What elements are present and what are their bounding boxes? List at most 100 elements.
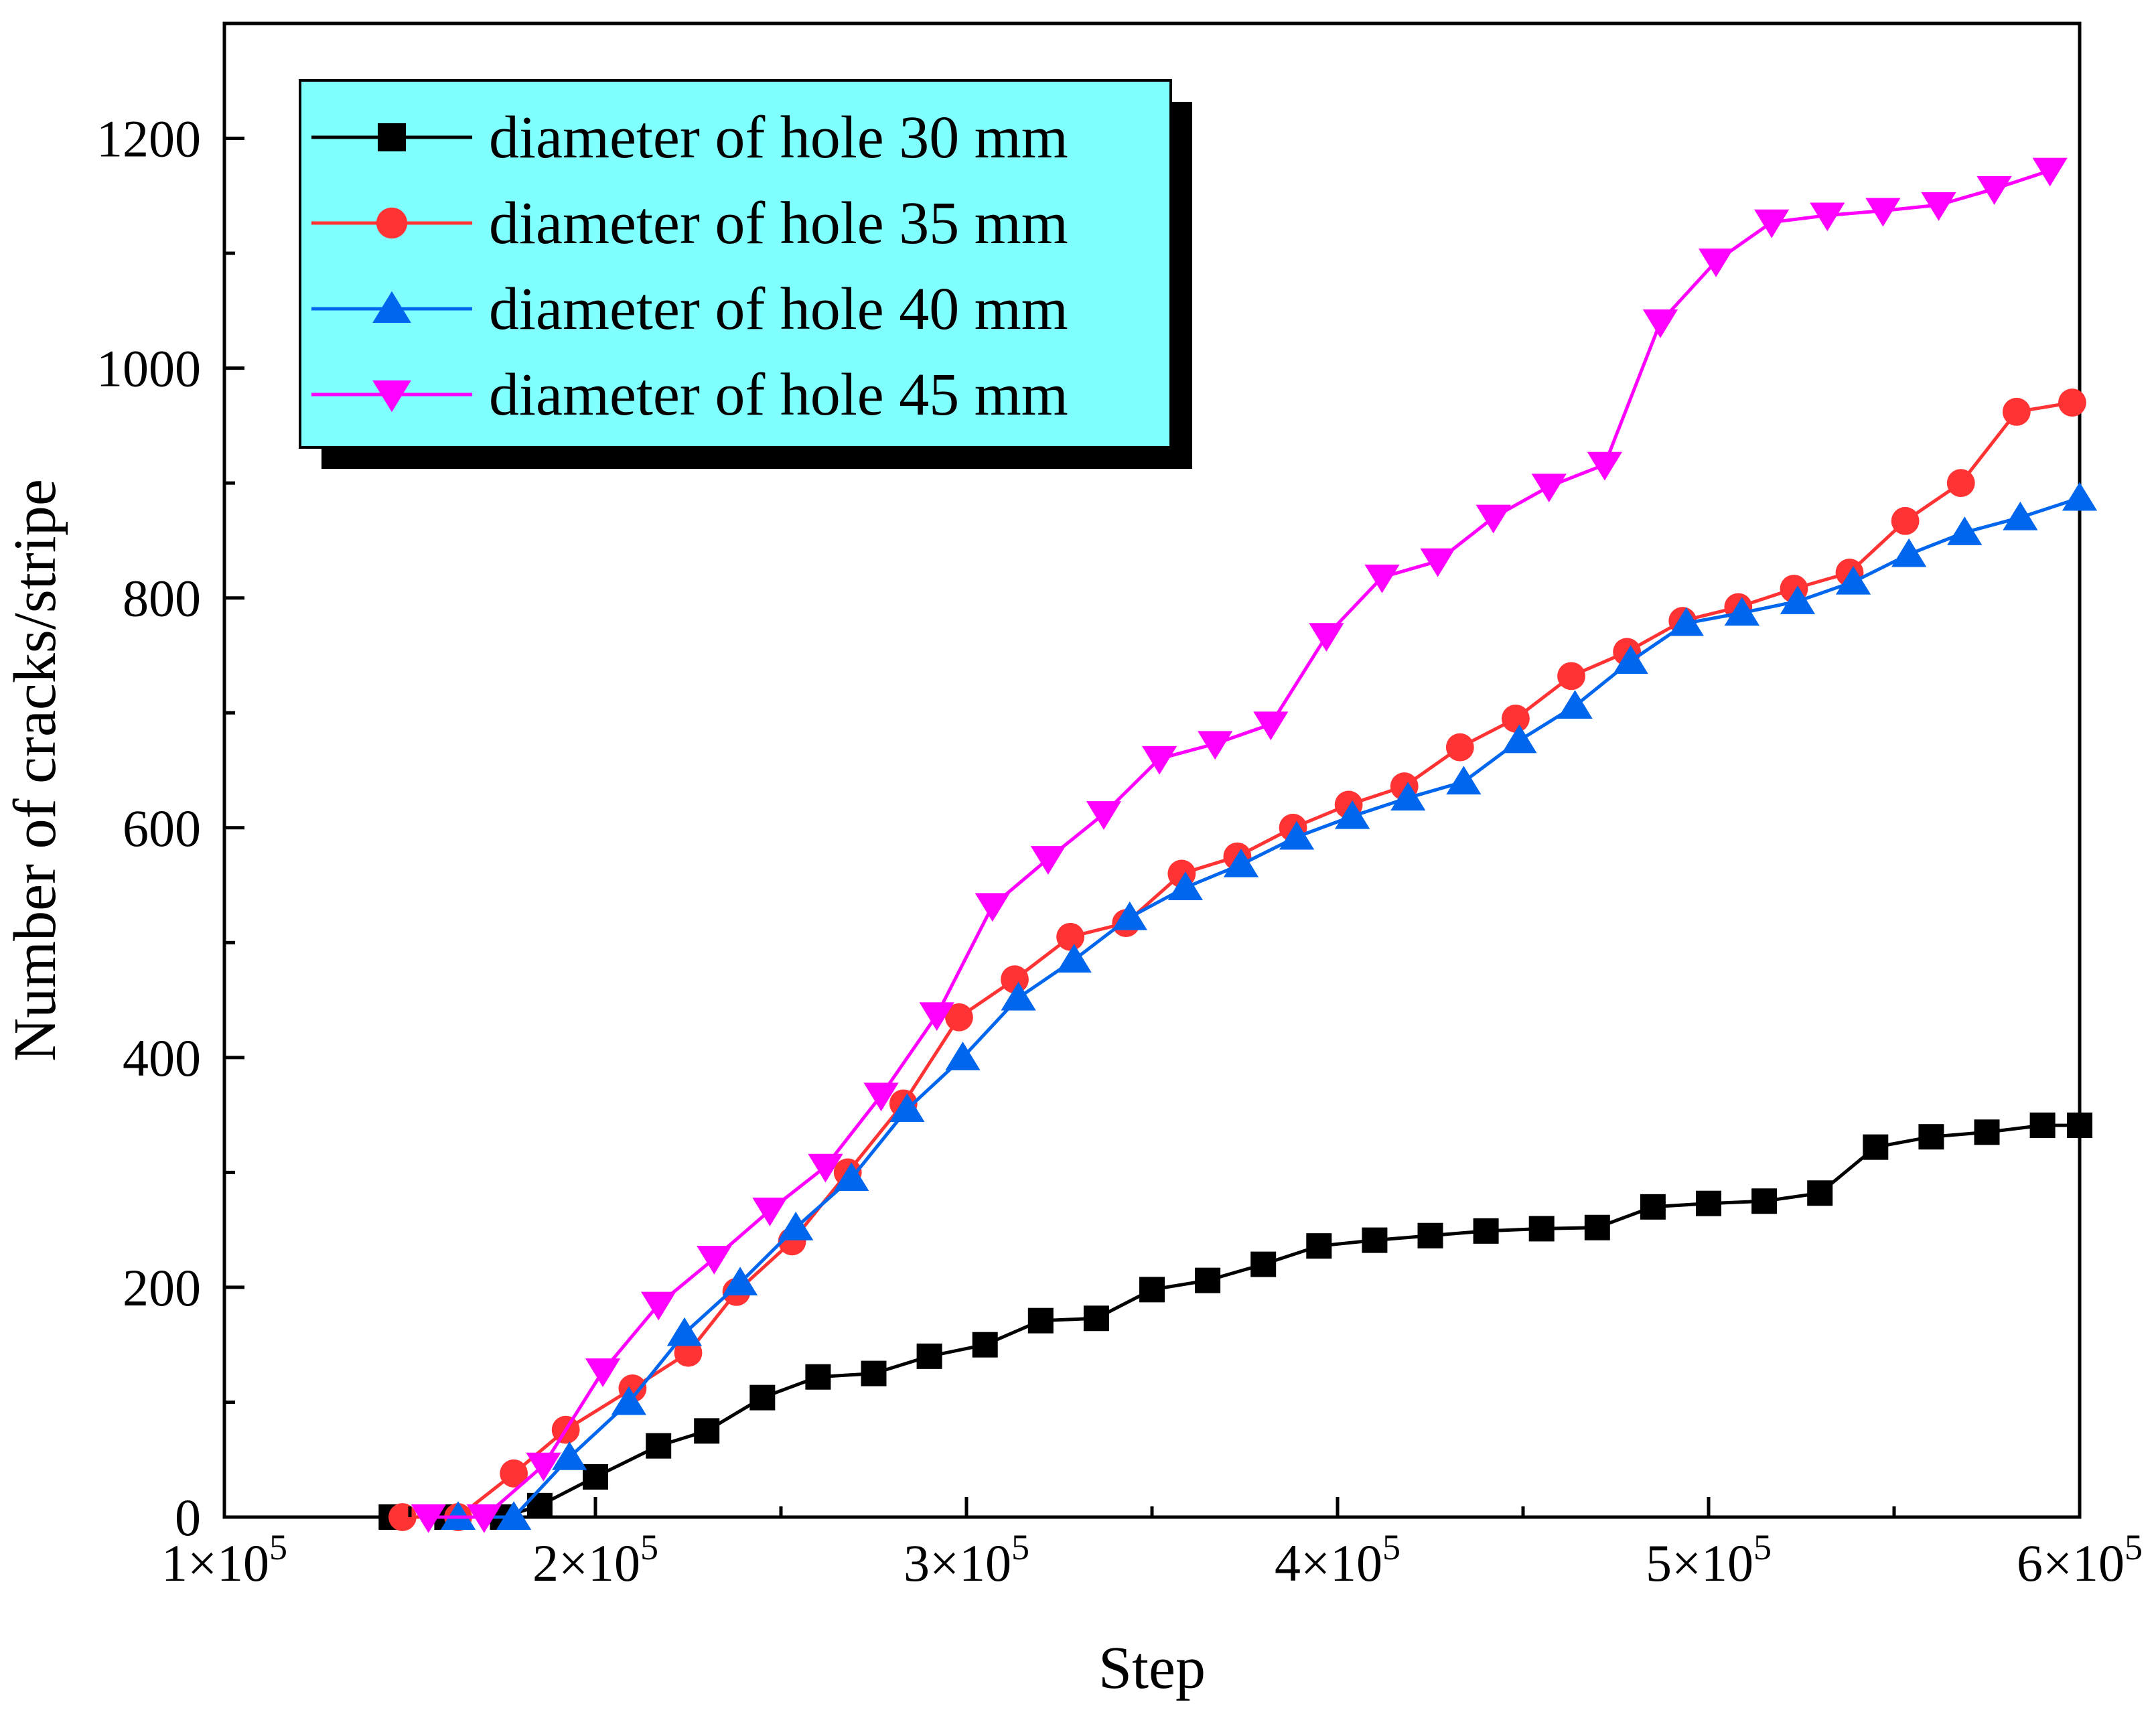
data-point — [1696, 1190, 1721, 1216]
data-point — [1141, 745, 1177, 775]
series-3 — [440, 482, 2098, 1530]
legend-label: diameter of hole 30 mm — [489, 104, 1068, 171]
legend-box — [299, 79, 1172, 449]
data-point — [1253, 711, 1289, 741]
data-point — [1977, 176, 2012, 205]
data-point — [861, 1360, 887, 1386]
data-point — [1364, 564, 1400, 593]
data-point — [1724, 597, 1759, 626]
x-tick-label: 5×105 — [1646, 1527, 1772, 1592]
data-point — [1476, 504, 1511, 534]
data-point — [778, 1211, 814, 1240]
legend: diameter of hole 30 mm diameter of hole 3… — [299, 79, 1192, 469]
data-point — [834, 1162, 869, 1191]
data-point — [1112, 901, 1147, 930]
data-point — [411, 1504, 446, 1533]
data-point — [2029, 1113, 2056, 1139]
data-point — [919, 1002, 954, 1031]
data-point — [1001, 965, 1029, 994]
data-point — [697, 1246, 732, 1275]
data-point — [863, 1082, 899, 1112]
data-point — [585, 1358, 621, 1387]
data-point — [694, 1418, 720, 1444]
data-point — [1446, 766, 1482, 795]
data-point — [1557, 662, 1585, 691]
data-point — [1946, 469, 1975, 498]
data-point — [1362, 1227, 1388, 1253]
data-point — [2067, 1113, 2092, 1139]
data-point — [1223, 848, 1259, 877]
legend-entry: diameter of hole 30 mm — [311, 104, 1068, 171]
data-point — [1918, 1124, 1944, 1150]
data-point — [1557, 690, 1593, 719]
data-point — [496, 1501, 532, 1530]
series-layer — [378, 157, 2098, 1533]
data-point — [1502, 724, 1537, 754]
data-point — [1698, 248, 1734, 277]
data-point — [1445, 733, 1474, 762]
y-tick-label: 600 — [123, 799, 201, 857]
y-tick-label: 1000 — [96, 340, 201, 398]
data-point — [1531, 474, 1567, 503]
data-point — [500, 1459, 528, 1488]
data-point — [1528, 1216, 1555, 1242]
legend-marker — [376, 207, 408, 239]
y-tick-label: 800 — [123, 569, 201, 628]
data-point — [1139, 1277, 1165, 1303]
data-point — [1947, 516, 1983, 545]
data-point — [2003, 501, 2038, 530]
data-point — [583, 1464, 608, 1490]
data-point — [1754, 209, 1790, 238]
legend-marker — [378, 123, 406, 151]
data-point — [1863, 1134, 1889, 1160]
data-point — [1250, 1251, 1277, 1277]
data-point — [1807, 1180, 1833, 1206]
data-point — [1420, 548, 1455, 577]
data-point — [1865, 198, 1901, 227]
x-tick-label: 2×105 — [532, 1527, 658, 1592]
ticks-layer: 1×105 2×105 3×105 4×105 5×105 6×105 0 200 400 600… — [96, 110, 2143, 1592]
data-point — [1751, 1188, 1778, 1214]
data-point — [1390, 782, 1426, 811]
legend-label: diameter of hole 35 mm — [489, 190, 1068, 257]
data-point — [2058, 388, 2086, 417]
legend-marker — [372, 380, 411, 413]
data-point — [808, 1153, 843, 1183]
data-point — [1279, 821, 1315, 850]
data-point — [1668, 607, 1704, 636]
data-point — [1417, 1222, 1443, 1249]
legend-label: diameter of hole 45 mm — [489, 362, 1068, 428]
data-point — [641, 1291, 676, 1321]
data-point — [916, 1343, 942, 1369]
data-point — [975, 893, 1010, 922]
x-tick-label: 4×105 — [1275, 1527, 1400, 1592]
data-point — [526, 1452, 561, 1482]
data-point — [1195, 1267, 1221, 1293]
data-point — [2032, 157, 2068, 187]
data-point — [466, 1504, 502, 1533]
data-point — [1086, 801, 1122, 830]
data-point — [1974, 1119, 2000, 1145]
data-point — [752, 1197, 788, 1226]
y-tick-label: 200 — [123, 1259, 201, 1317]
y-tick-label: 400 — [123, 1029, 201, 1087]
data-point — [1642, 309, 1678, 338]
data-point — [1891, 506, 1920, 535]
legend-entry: diameter of hole 45 mm — [311, 362, 1068, 428]
legend-entries: diameter of hole 30 mm diameter of hole 3… — [311, 104, 1068, 428]
data-point — [945, 1042, 981, 1070]
x-tick-label: 3×105 — [904, 1527, 1029, 1592]
data-point — [1473, 1218, 1499, 1244]
data-point — [749, 1384, 776, 1411]
data-point — [1640, 1194, 1666, 1220]
data-point — [1167, 871, 1203, 900]
data-point — [1198, 731, 1233, 760]
data-point — [1613, 645, 1648, 674]
data-point — [646, 1433, 672, 1459]
data-point — [2062, 482, 2098, 511]
data-point — [1306, 1233, 1332, 1259]
data-point — [388, 1503, 417, 1531]
data-point — [1335, 800, 1370, 829]
data-point — [1056, 944, 1092, 973]
